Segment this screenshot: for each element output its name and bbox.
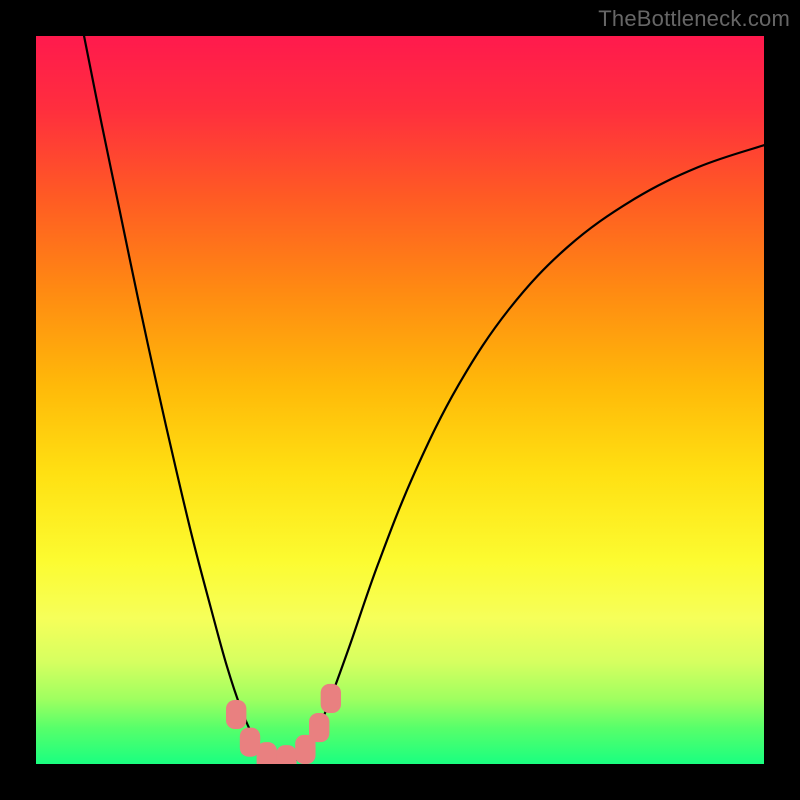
watermark-text: TheBottleneck.com	[598, 6, 790, 32]
chart-root: TheBottleneck.com	[0, 0, 800, 800]
curve-marker	[321, 684, 341, 713]
curve-marker	[276, 745, 296, 764]
curve-marker	[309, 713, 329, 742]
bottleneck-curve	[84, 36, 764, 763]
curve-marker	[226, 700, 246, 729]
curve-layer	[36, 36, 764, 764]
curve-marker	[257, 742, 277, 764]
